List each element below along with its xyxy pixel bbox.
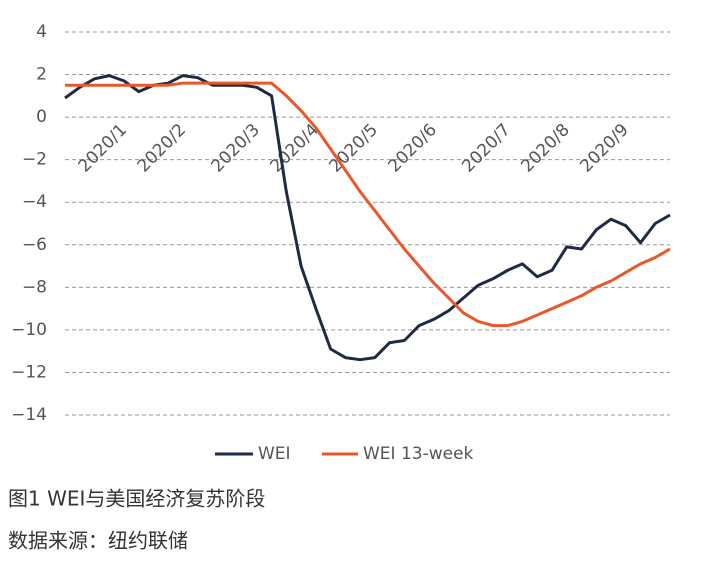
x-tick-label: 2020/9 [576,120,632,176]
y-tick-label: −4 [22,192,47,212]
y-tick-label: −10 [11,320,47,340]
x-tick-label: 2020/8 [517,120,573,176]
x-tick-label: 2020/7 [458,120,514,176]
x-tick-label: 2020/1 [75,120,131,176]
data-line [65,81,671,328]
y-tick-label: −6 [22,235,47,255]
legend-label: WEI [258,444,291,464]
y-tick-label: −8 [22,277,47,297]
x-tick-label: 2020/3 [207,120,263,176]
y-tick-label: −2 [22,150,47,170]
x-tick-label: 2020/4 [266,120,322,176]
y-tick-label: −12 [11,362,47,382]
x-tick-label: 2020/6 [385,120,441,176]
legend-label: WEI 13-week [363,444,474,464]
y-tick-label: 2 [36,65,47,85]
x-tick-label: 2020/5 [326,120,382,176]
y-tick-label: −14 [11,405,47,425]
source: 数据来源：纽约联储 [8,529,188,553]
data-line [64,74,671,362]
x-tick-label: 2020/2 [134,120,190,176]
caption: 图1 WEI与美国经济复苏阶段 [8,487,265,511]
y-tick-label: 0 [36,107,47,127]
y-tick-label: 4 [36,22,47,42]
